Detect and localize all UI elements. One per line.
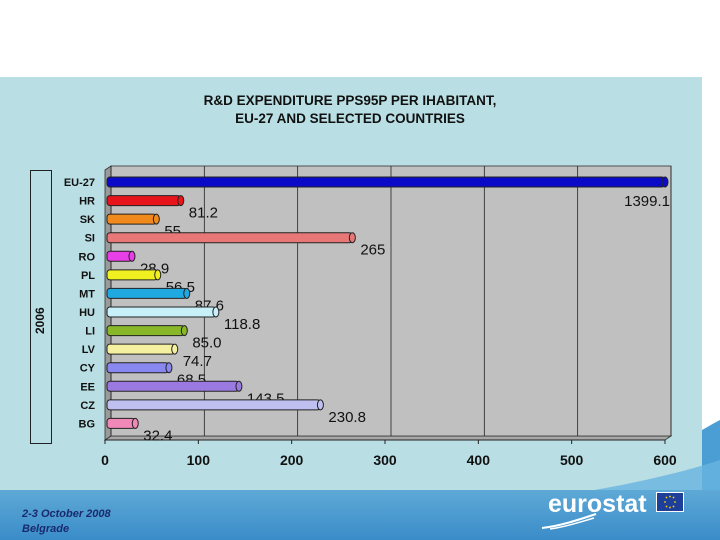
footer-place: Belgrade [22,523,70,535]
value-label: 32.4 [143,427,172,444]
bar [106,250,133,262]
x-tick-label: 600 [653,452,677,468]
bar [106,195,182,207]
category-label: CY [80,363,96,375]
chart-title: R&D EXPENDITURE PPS95P PER IHABITANT, EU… [100,92,600,128]
bar-cap [348,232,356,244]
category-label: RO [79,251,96,263]
bar-cap [128,250,136,262]
bar-cap [165,362,173,374]
logo-text: eurostat [548,490,647,518]
bar [106,343,176,355]
eurostat-logo[interactable]: eurostat [540,490,690,530]
bar [106,269,159,281]
bar-cap [177,195,185,207]
bar-cap [152,213,160,225]
bar [106,232,353,244]
bar-cap [661,176,669,188]
value-label: 85.0 [192,335,221,352]
bar [106,362,170,374]
category-label: EU-27 [64,177,95,189]
bar [106,287,188,299]
bar [106,399,321,411]
footer-date: 2-3 October 2008 [22,508,111,520]
bar-cap [316,399,324,411]
category-label: SK [80,214,95,226]
value-label: 81.2 [189,205,218,222]
category-label: BG [79,418,96,430]
x-tick-label: 200 [280,452,304,468]
chart-title-line2: EU-27 AND SELECTED COUNTRIES [235,111,465,126]
bar-cap [183,287,191,299]
x-tick-label: 400 [467,452,491,468]
category-label: EE [80,381,95,393]
value-label: 1399.1 [624,193,670,210]
bar [106,380,240,392]
x-tick-label: 300 [373,452,397,468]
chart-title-line1: R&D EXPENDITURE PPS95P PER IHABITANT, [203,93,497,108]
bar-cap [212,306,220,318]
category-label: SI [85,233,95,245]
year-group-box [30,170,52,444]
bar-cap [235,380,243,392]
footer-band [0,490,720,540]
value-label: 265 [360,242,385,259]
x-tick-label: 500 [560,452,584,468]
category-label: CZ [80,400,95,412]
bar-cap [180,325,188,337]
category-label: HU [79,307,95,319]
bar-cap [154,269,162,281]
value-label: 230.8 [328,409,366,426]
bar [106,325,185,337]
x-tick-label: 100 [187,452,211,468]
bar [106,213,157,225]
bar [106,417,136,429]
category-label: LV [82,344,96,356]
plot-floor [103,435,673,441]
eu-flag-icon [656,492,684,512]
category-label: HR [79,196,95,208]
x-tick-label: 0 [101,452,109,468]
logo-swoosh-icon [541,513,597,530]
plot-side-wall [104,165,112,441]
bar-cap [131,417,139,429]
bar-cap [171,343,179,355]
footer-text: 2-3 October 2008 Belgrade [22,507,111,537]
category-label: MT [79,288,95,300]
bar [106,176,666,188]
bar [106,306,217,318]
category-label: PL [81,270,95,282]
category-label: LI [85,326,95,338]
value-label: 74.7 [183,353,212,370]
value-label: 118.8 [224,316,260,333]
